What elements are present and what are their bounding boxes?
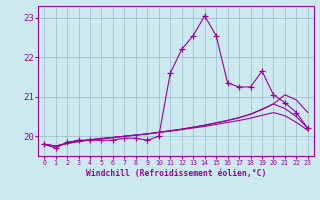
X-axis label: Windchill (Refroidissement éolien,°C): Windchill (Refroidissement éolien,°C) [86,169,266,178]
